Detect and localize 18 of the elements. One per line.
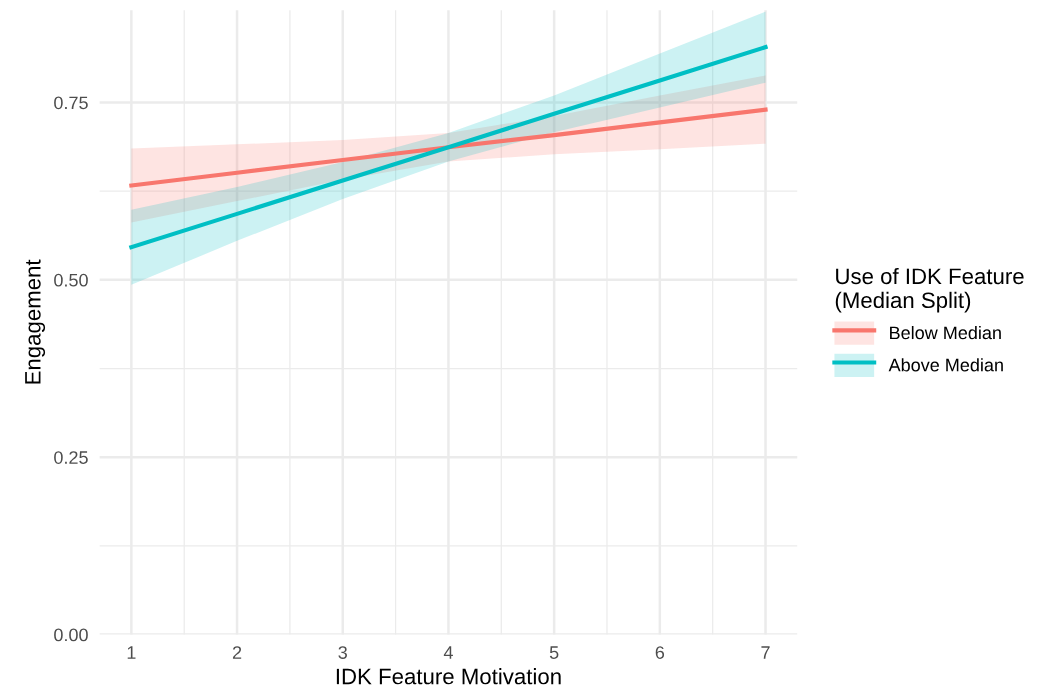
x-axis-title: IDK Feature Motivation: [336, 668, 561, 685]
legend-label: Below Median: [890, 325, 1001, 340]
y-tick-label: 0.25: [54, 451, 88, 464]
x-tick-label: 7: [761, 646, 770, 659]
y-tick-label: 0.00: [54, 628, 88, 642]
legend-label: Above Median: [888, 358, 1003, 372]
legend-title: Use of IDK Feature (Median Split): [835, 267, 1024, 313]
line-series: [129, 45, 768, 250]
x-tick-label: 5: [549, 646, 559, 659]
x-tick-label: 6: [655, 646, 665, 659]
x-tick-label: 3: [338, 646, 347, 659]
y-tick-label: 0.50: [54, 273, 88, 287]
x-tick-label: 4: [443, 646, 453, 659]
y-axis-title: Engagement: [25, 259, 46, 384]
line-series: [129, 107, 768, 188]
y-tick-label: 0.75: [54, 96, 88, 110]
x-tick-label: 2: [232, 646, 242, 659]
x-tick-label: 1: [127, 646, 136, 659]
